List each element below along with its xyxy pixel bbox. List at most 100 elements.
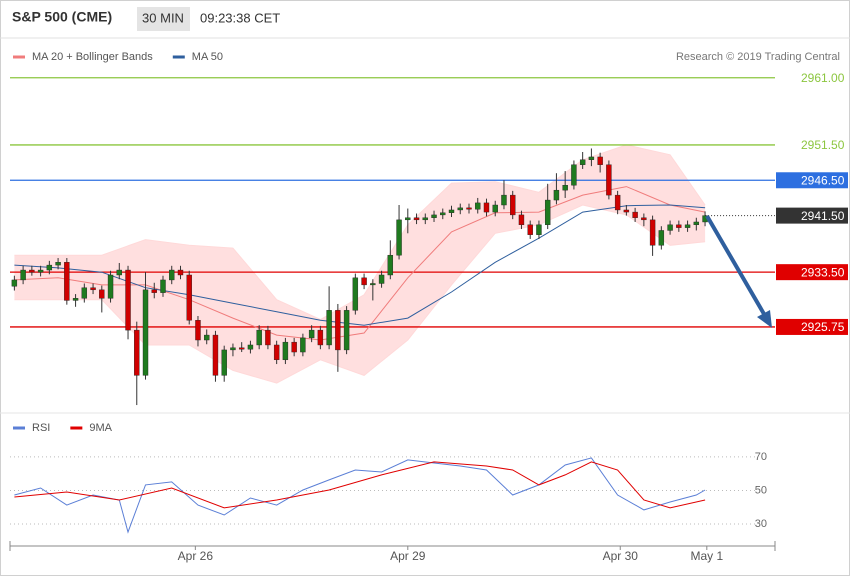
- candle-body: [387, 254, 394, 276]
- candle-body: [597, 156, 603, 165]
- candle-body: [160, 279, 166, 293]
- candle-body: [641, 217, 647, 221]
- candle-body: [90, 287, 96, 291]
- candle-body: [658, 230, 665, 246]
- candle-body: [186, 274, 192, 321]
- arrow-head: [757, 310, 772, 328]
- candle-body: [221, 349, 227, 376]
- x-tick-label: Apr 29: [390, 549, 426, 563]
- bollinger-lower: [14, 204, 706, 384]
- candle-body: [169, 269, 175, 281]
- candle-body: [72, 298, 79, 301]
- x-tick-label: Apr 26: [178, 549, 214, 563]
- timeframe-box: [137, 7, 190, 31]
- y-tick-label: 50: [755, 484, 767, 496]
- indicator-line: [14, 457, 706, 534]
- candle-body: [536, 224, 542, 235]
- candle-body: [579, 159, 586, 165]
- candle-body: [466, 207, 472, 210]
- candle-body: [667, 224, 673, 231]
- candle-body: [29, 269, 35, 273]
- candle-body: [405, 217, 411, 221]
- level-label: 2925.75: [801, 320, 845, 334]
- candle-body: [361, 277, 367, 286]
- candle-body: [177, 269, 184, 276]
- candle-body: [676, 224, 682, 228]
- candle-body: [55, 262, 61, 266]
- candle-body: [440, 212, 446, 216]
- candle-body: [317, 329, 324, 346]
- candle-body: [370, 283, 376, 286]
- candle-body: [64, 262, 70, 301]
- candle-body: [632, 211, 638, 218]
- candle-body: [46, 264, 53, 271]
- legend-label: MA 50: [192, 51, 223, 63]
- candle-body: [544, 199, 551, 226]
- candle-body: [238, 347, 245, 350]
- candle-body: [396, 219, 402, 256]
- candle-body: [20, 269, 26, 281]
- candle-body: [195, 320, 201, 341]
- legend-label: 9MA: [89, 422, 112, 434]
- credit: Research © 2019 Trading Central: [676, 51, 840, 63]
- level-label: 2951.50: [801, 138, 845, 152]
- candle-body: [431, 214, 437, 218]
- candle-body: [422, 217, 428, 221]
- candle-body: [571, 164, 577, 186]
- legend-label: MA 20 + Bollinger Bands: [32, 51, 153, 63]
- ma-line: [14, 186, 706, 341]
- title: S&P 500 (CME): [12, 9, 112, 25]
- plot-layer: 2961.00 2951.50 2946.50 2941.50 2933.50 2925.…: [9, 51, 848, 563]
- candle-body: [614, 194, 621, 211]
- level-label-box: [776, 172, 848, 189]
- candle-body: [510, 194, 516, 216]
- candle-body: [527, 224, 533, 235]
- candle-body: [684, 224, 691, 228]
- candle-body: [326, 310, 332, 346]
- arrow-shaft: [705, 214, 766, 316]
- candle-body: [335, 310, 341, 351]
- candle-body: [116, 269, 122, 276]
- candle-body: [483, 202, 490, 213]
- bollinger-upper: [14, 144, 706, 321]
- candle-body: [230, 347, 236, 351]
- candle-body: [212, 334, 219, 376]
- candle-body: [151, 289, 157, 293]
- candle-body: [204, 334, 210, 341]
- candle-body: [142, 289, 149, 376]
- candle-body: [606, 164, 612, 196]
- candle-body: [37, 269, 44, 273]
- candle-body: [99, 289, 105, 299]
- level-label: 2946.50: [801, 173, 845, 187]
- ma-line: [14, 204, 706, 326]
- level-label: 2933.50: [801, 265, 845, 279]
- indicator-line: [14, 461, 706, 509]
- candle-body: [265, 329, 271, 346]
- x-tick-label: Apr 30: [603, 549, 639, 563]
- candle-body: [125, 269, 131, 331]
- candle-body: [623, 209, 630, 213]
- candle-body: [300, 337, 306, 353]
- candle-body: [273, 344, 280, 361]
- level-label-box: [776, 264, 848, 281]
- clock: 09:23:38 CET: [200, 10, 280, 25]
- y-tick-label: 70: [755, 451, 767, 463]
- candle-body: [11, 279, 18, 287]
- candle-body: [649, 219, 656, 246]
- candle-body: [247, 344, 254, 350]
- level-label: 2961.00: [801, 71, 845, 85]
- bollinger-fill: [14, 144, 706, 384]
- candle-body: [501, 194, 507, 206]
- candle-body: [457, 207, 463, 211]
- candle-body: [107, 274, 114, 299]
- candle-body: [308, 329, 315, 339]
- level-label: 2941.50: [801, 209, 845, 223]
- candle-body: [448, 209, 455, 213]
- x-tick-label: May 1: [690, 549, 723, 563]
- candle-body: [352, 277, 359, 311]
- candle-body: [475, 202, 481, 210]
- forecast-arrow: [705, 214, 772, 328]
- level-label-box: [776, 318, 848, 335]
- level-label-box: [776, 207, 848, 224]
